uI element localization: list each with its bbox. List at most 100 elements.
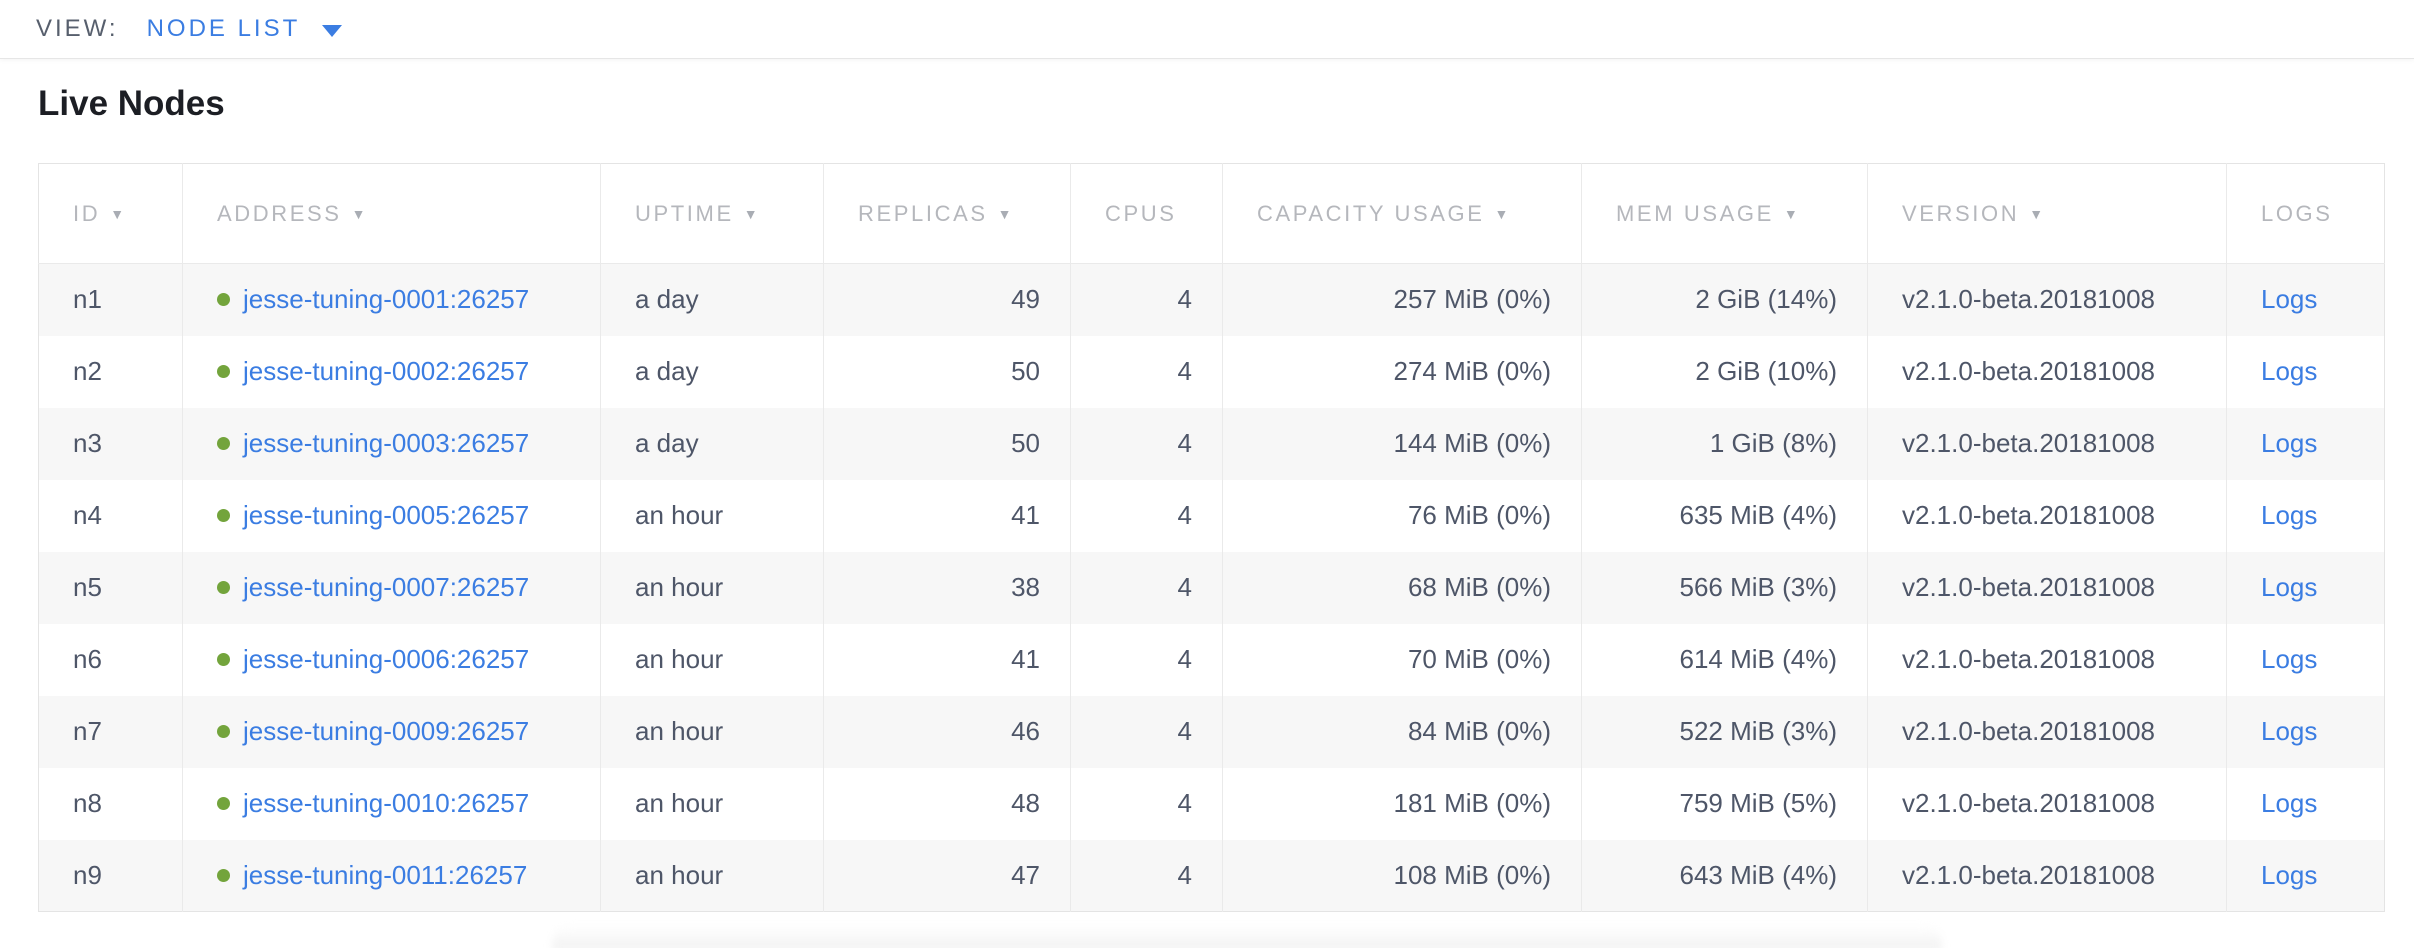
sort-desc-icon: ▼ (743, 205, 761, 222)
node-cpus-cell: 4 (1070, 551, 1223, 624)
node-mem-cell: 643 MiB (4%) (1581, 839, 1868, 912)
node-version-cell: v2.1.0-beta.20181008 (1867, 551, 2227, 624)
node-replicas-cell: 46 (823, 695, 1071, 768)
column-header-replicas[interactable]: REPLICAS ▼ (823, 163, 1071, 264)
node-id-cell: n7 (38, 695, 183, 768)
node-address-link[interactable]: jesse-tuning-0001:26257 (243, 284, 530, 315)
node-row: n8 jesse-tuning-0010:26257 an hour 48 4 181 M… (38, 767, 2385, 840)
node-row: n3 jesse-tuning-0003:26257 a day 50 4 144 MiB… (38, 407, 2385, 480)
node-version-cell: v2.1.0-beta.20181008 (1867, 335, 2227, 408)
node-cpus-cell: 4 (1070, 767, 1223, 840)
node-row: n9 jesse-tuning-0011:26257 an hour 47 4 108 M… (38, 839, 2385, 912)
logs-link[interactable]: Logs (2261, 788, 2318, 818)
logs-cell: Logs (2227, 696, 2385, 768)
node-health-dot (217, 653, 230, 666)
node-version-cell: v2.1.0-beta.20181008 (1867, 839, 2227, 912)
node-address-link[interactable]: jesse-tuning-0002:26257 (243, 356, 530, 386)
node-version-cell: v2.1.0-beta.20181008 (1867, 623, 2227, 696)
logs-link[interactable]: Logs (2261, 356, 2318, 386)
node-mem-cell: 2 GiB (10%) (1581, 335, 1868, 408)
logs-link[interactable]: Logs (2261, 284, 2318, 315)
node-health-dot (217, 365, 230, 378)
node-id-cell: n5 (38, 551, 183, 624)
column-header-logs: LOGS (2226, 163, 2385, 264)
node-capacity-cell: 181 MiB (0%) (1222, 767, 1582, 840)
logs-cell: Logs (2227, 336, 2385, 408)
logs-cell: Logs (2227, 840, 2385, 912)
node-uptime-cell: an hour (600, 623, 824, 696)
node-uptime-cell: an hour (600, 839, 824, 912)
column-header-uptime[interactable]: UPTIME ▼ (600, 163, 824, 264)
column-header-capacity[interactable]: CAPACITY USAGE ▼ (1222, 163, 1582, 264)
nodes-table-body: n1 jesse-tuning-0001:26257 a day 49 4 257 MiB… (38, 263, 2385, 912)
node-replicas-cell: 41 (823, 623, 1071, 696)
column-header-version[interactable]: VERSION ▼ (1867, 163, 2227, 264)
node-mem-cell: 1 GiB (8%) (1581, 407, 1868, 480)
node-uptime-cell: an hour (600, 767, 824, 840)
logs-link[interactable]: Logs (2261, 644, 2318, 674)
node-mem-cell: 566 MiB (3%) (1581, 551, 1868, 624)
nodes-table-header: ID ▼ ADDRESS ▼ UPTIME ▼ REPLICAS ▼ CPUS CAPACITY … (38, 163, 2385, 264)
column-header-id[interactable]: ID ▼ (38, 163, 183, 264)
node-replicas-cell: 38 (823, 551, 1071, 624)
sort-desc-icon: ▼ (351, 205, 369, 222)
column-header-label: ADDRESS (217, 200, 342, 226)
logs-cell: Logs (2227, 624, 2385, 696)
node-address-cell: jesse-tuning-0007:26257 (182, 551, 601, 624)
column-header-label: REPLICAS (858, 200, 988, 226)
node-health-dot (217, 725, 230, 738)
column-header-label: LOGS (2261, 200, 2333, 226)
node-address-cell: jesse-tuning-0002:26257 (182, 335, 601, 408)
node-version-cell: v2.1.0-beta.20181008 (1867, 407, 2227, 480)
node-health-dot (217, 437, 230, 450)
node-id-cell: n1 (38, 263, 183, 336)
view-dropdown[interactable]: NODE LIST (147, 15, 343, 43)
node-uptime-cell: a day (600, 263, 824, 336)
node-address-link[interactable]: jesse-tuning-0006:26257 (243, 644, 530, 674)
column-header-mem[interactable]: MEM USAGE ▼ (1581, 163, 1868, 264)
sort-desc-icon: ▼ (1783, 205, 1801, 222)
node-address-cell: jesse-tuning-0011:26257 (182, 839, 601, 912)
node-capacity-cell: 68 MiB (0%) (1222, 551, 1582, 624)
node-address-link[interactable]: jesse-tuning-0010:26257 (243, 788, 530, 818)
logs-link[interactable]: Logs (2261, 428, 2318, 458)
view-selector-bar: VIEW: NODE LIST (0, 0, 2414, 59)
sort-desc-icon: ▼ (997, 205, 1015, 222)
node-replicas-cell: 50 (823, 407, 1071, 480)
column-header-cpus: CPUS (1070, 163, 1223, 264)
column-header-label: UPTIME (635, 200, 734, 226)
node-capacity-cell: 108 MiB (0%) (1222, 839, 1582, 912)
node-address-cell: jesse-tuning-0006:26257 (182, 623, 601, 696)
node-mem-cell: 635 MiB (4%) (1581, 479, 1868, 552)
sort-desc-icon: ▼ (2029, 205, 2046, 222)
logs-link[interactable]: Logs (2261, 572, 2318, 602)
node-cpus-cell: 4 (1070, 695, 1223, 768)
node-mem-cell: 522 MiB (3%) (1581, 695, 1868, 768)
node-replicas-cell: 48 (823, 767, 1071, 840)
node-address-link[interactable]: jesse-tuning-0003:26257 (243, 428, 530, 458)
logs-link[interactable]: Logs (2261, 716, 2318, 746)
node-mem-cell: 2 GiB (14%) (1581, 263, 1868, 336)
node-cpus-cell: 4 (1070, 623, 1223, 696)
node-row: n7 jesse-tuning-0009:26257 an hour 46 4 84 Mi… (38, 695, 2385, 768)
node-id-cell: n2 (38, 335, 183, 408)
node-row: n6 jesse-tuning-0006:26257 an hour 41 4 70 Mi… (38, 623, 2385, 696)
node-health-dot (217, 293, 230, 307)
column-header-address[interactable]: ADDRESS ▼ (182, 163, 601, 264)
node-address-link[interactable]: jesse-tuning-0011:26257 (243, 859, 528, 890)
node-capacity-cell: 257 MiB (0%) (1222, 263, 1582, 336)
logs-link[interactable]: Logs (2261, 859, 2318, 890)
node-address-link[interactable]: jesse-tuning-0007:26257 (243, 572, 530, 602)
node-id-cell: n3 (38, 407, 183, 480)
logs-link[interactable]: Logs (2261, 500, 2318, 530)
sort-desc-icon: ▼ (1494, 205, 1511, 222)
node-address-link[interactable]: jesse-tuning-0009:26257 (243, 716, 530, 746)
node-version-cell: v2.1.0-beta.20181008 (1867, 479, 2227, 552)
node-uptime-cell: an hour (600, 479, 824, 552)
node-address-link[interactable]: jesse-tuning-0005:26257 (243, 500, 530, 530)
node-cpus-cell: 4 (1070, 839, 1223, 912)
node-row: n5 jesse-tuning-0007:26257 an hour 38 4 68 Mi… (38, 551, 2385, 624)
view-dropdown-value: NODE LIST (146, 15, 301, 42)
node-mem-cell: 759 MiB (5%) (1581, 767, 1868, 840)
node-uptime-cell: an hour (600, 551, 824, 624)
